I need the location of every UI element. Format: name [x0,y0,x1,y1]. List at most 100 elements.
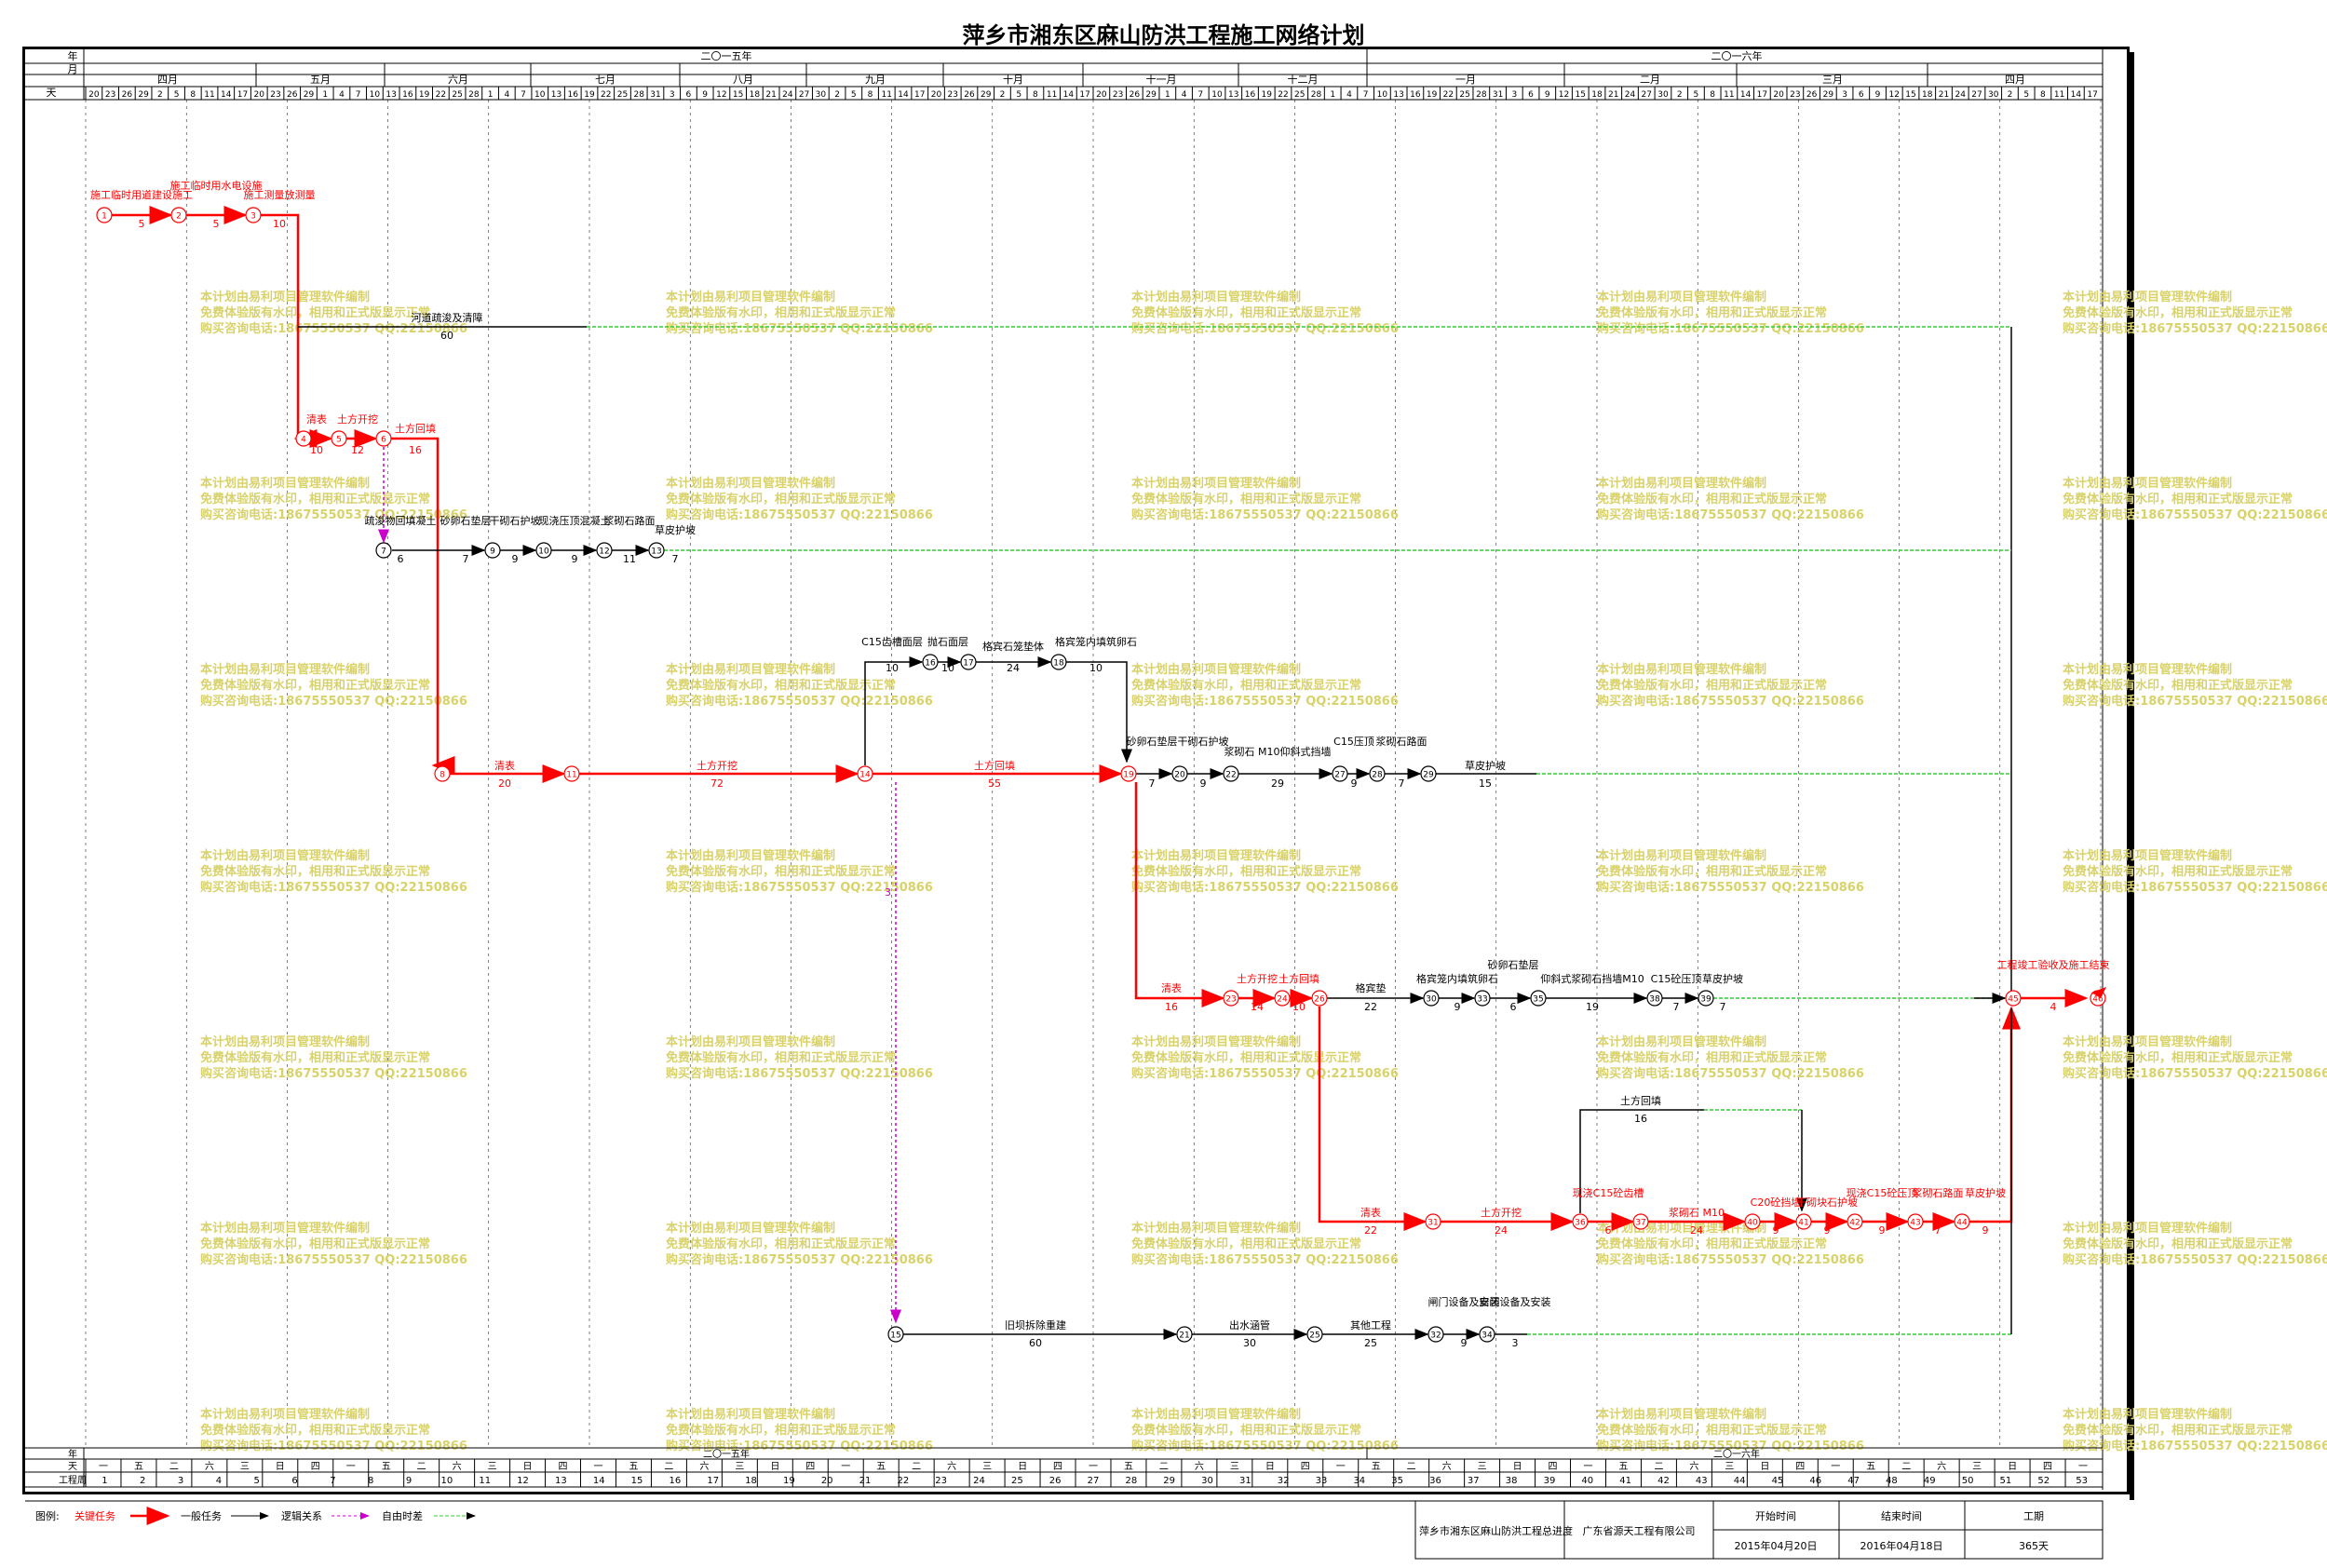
weekday-label: 六 [205,1461,214,1472]
watermark-line3: 购买咨询电话:18675550537 QQ:22150866 [666,507,933,522]
node-number: 43 [1910,1219,1920,1228]
node-43: 43 [1907,1213,1924,1230]
day-label: 21 [1939,90,1949,100]
watermark: 本计划由易利项目管理软件编制免费体验版有水印，相用和正式版显示正常购买咨询电话:… [2063,848,2327,895]
activity-name: 闸门设备及安装 [1428,1295,1500,1308]
watermark-line2: 免费体验版有水印，相用和正式版显示正常 [200,1050,430,1065]
node-6: 6 [375,430,392,447]
watermark-line1: 本计划由易利项目管理软件编制 [2063,476,2232,491]
bottom-year-label: 年 [68,1448,77,1460]
activity-name: 砂卵石垫层 [1488,958,1539,971]
day-label: 1 [1165,90,1170,100]
watermark-line1: 本计划由易利项目管理软件编制 [1131,1034,1301,1049]
activity-name: 砂卵石垫层 [1127,735,1178,748]
weekday-label: 三 [1972,1462,1982,1472]
legend-critical-label: 关键任务 [74,1509,115,1522]
watermark-line3: 购买咨询电话:18675550537 QQ:22150866 [1597,321,1864,336]
watermark: 本计划由易利项目管理软件编制免费体验版有水印，相用和正式版显示正常购买咨询电话:… [200,476,467,522]
activity-name: 清表 [306,412,327,426]
activity-name: 砂卵石垫层 [440,514,492,527]
day-label: 3 [670,90,675,100]
node-4: 4 [295,430,312,447]
footer-start-label: 开始时间 [1755,1509,1796,1522]
day-label: 14 [1063,90,1075,100]
day-label: 15 [1576,90,1586,100]
activity-name: 旧坝拆除重建 [1005,1318,1066,1331]
activity-name: 工程竣工验收及施工结束 [1997,958,2110,971]
day-label: 1 [488,90,494,100]
activity-duration: 9 [1773,1224,1779,1237]
node-number: 5 [336,436,342,445]
watermark-line1: 本计划由易利项目管理软件编制 [2063,662,2232,677]
watermark-line1: 本计划由易利项目管理软件编制 [666,1221,835,1236]
footer-end-label: 结束时间 [1881,1510,1922,1522]
day-label: 20 [254,90,265,100]
node-45: 45 [2005,990,2022,1007]
day-label: 28 [1476,90,1487,100]
activity-name: 土方开挖 [337,412,378,426]
weekday-label: 三 [240,1462,250,1472]
watermark-line1: 本计划由易利项目管理软件编制 [1597,1034,1766,1049]
day-label: 17 [237,90,248,100]
weekday-label: 三 [1478,1462,1487,1472]
activity-name: 草皮护坡 [1702,972,1743,985]
day-label: 24 [1625,90,1636,100]
node-number: 39 [1700,995,1711,1005]
activity-name: 干砌石护坡 [490,514,541,527]
activity: C15砼压顶 7 [1651,973,1702,1013]
week-number: 16 [670,1476,682,1486]
watermark: 本计划由易利项目管理软件编制免费体验版有水印，相用和正式版显示正常购买咨询电话:… [1131,662,1399,709]
watermark-line1: 本计划由易利项目管理软件编制 [1131,290,1301,304]
activity-name: 土方回填 [395,422,436,435]
day-label: 18 [750,90,761,100]
weekday-label: 日 [1265,1462,1275,1472]
day-label: 11 [882,90,892,100]
node-number: 46 [2092,995,2104,1005]
watermark-line2: 免费体验版有水印，相用和正式版显示正常 [2063,1423,2293,1438]
footer-start: 2015年04月20日 [1735,1539,1818,1552]
watermark-line3: 购买咨询电话:18675550537 QQ:22150866 [200,321,467,336]
week-number: 52 [2037,1476,2050,1486]
weekday-label: 五 [629,1462,638,1472]
day-label: 16 [568,90,579,100]
watermark: 本计划由易利项目管理软件编制免费体验版有水印，相用和正式版显示正常购买咨询电话:… [666,476,933,522]
watermark-line2: 免费体验版有水印，相用和正式版显示正常 [2063,492,2293,507]
watermark-line3: 购买咨询电话:18675550537 QQ:22150866 [200,694,467,709]
activity-duration: 9 [1461,1337,1468,1349]
bottom-day-label: 天 [68,1462,77,1472]
activity: 闸门设备及安装 9 [1428,1295,1500,1349]
activity: 现浇压顶混凝土 9 [539,514,611,565]
day-label: 8 [1033,90,1038,100]
node-5: 5 [331,430,347,447]
activity-duration: 15 [1479,777,1492,790]
watermark-line1: 本计划由易利项目管理软件编制 [1131,476,1301,491]
day-label: 29 [1145,90,1157,100]
activity: 浆砌石路面 11 [604,514,656,565]
watermark-line3: 购买咨询电话:18675550537 QQ:22150866 [200,1439,467,1453]
weekday-label: 六 [1442,1461,1452,1472]
weekday-label: 六 [1689,1461,1698,1472]
activity: 土方回填 16 [395,422,436,456]
node-38: 38 [1646,990,1663,1007]
weekday-label: 四 [1053,1462,1062,1472]
watermark-line3: 购买咨询电话:18675550537 QQ:22150866 [200,507,467,522]
day-label: 9 [1875,90,1881,100]
day-label: 24 [1955,90,1967,100]
activity-name: C15压顶 [1333,736,1374,748]
activity-name: 清表 [494,759,515,772]
watermark: 本计划由易利项目管理软件编制免费体验版有水印，相用和正式版显示正常购买咨询电话:… [1131,1221,1399,1267]
month-label: 十月 [1003,73,1023,86]
day-label: 9 [702,90,708,100]
node-7: 7 [375,542,392,559]
week-number: 6 [291,1476,297,1486]
week-number: 10 [441,1476,453,1486]
edge-14-16 [864,656,924,765]
week-number: 27 [1088,1476,1100,1486]
watermark: 本计划由易利项目管理软件编制免费体验版有水印，相用和正式版显示正常购买咨询电话:… [666,290,933,336]
watermark: 本计划由易利项目管理软件编制免费体验版有水印，相用和正式版显示正常购买咨询电话:… [1131,290,1399,336]
node-14: 14 [857,765,873,782]
day-label: 23 [948,90,958,100]
node-9: 9 [484,542,501,559]
watermark-line3: 购买咨询电话:18675550537 QQ:22150866 [1597,880,1864,895]
watermark-line1: 本计划由易利项目管理软件编制 [200,1034,370,1049]
